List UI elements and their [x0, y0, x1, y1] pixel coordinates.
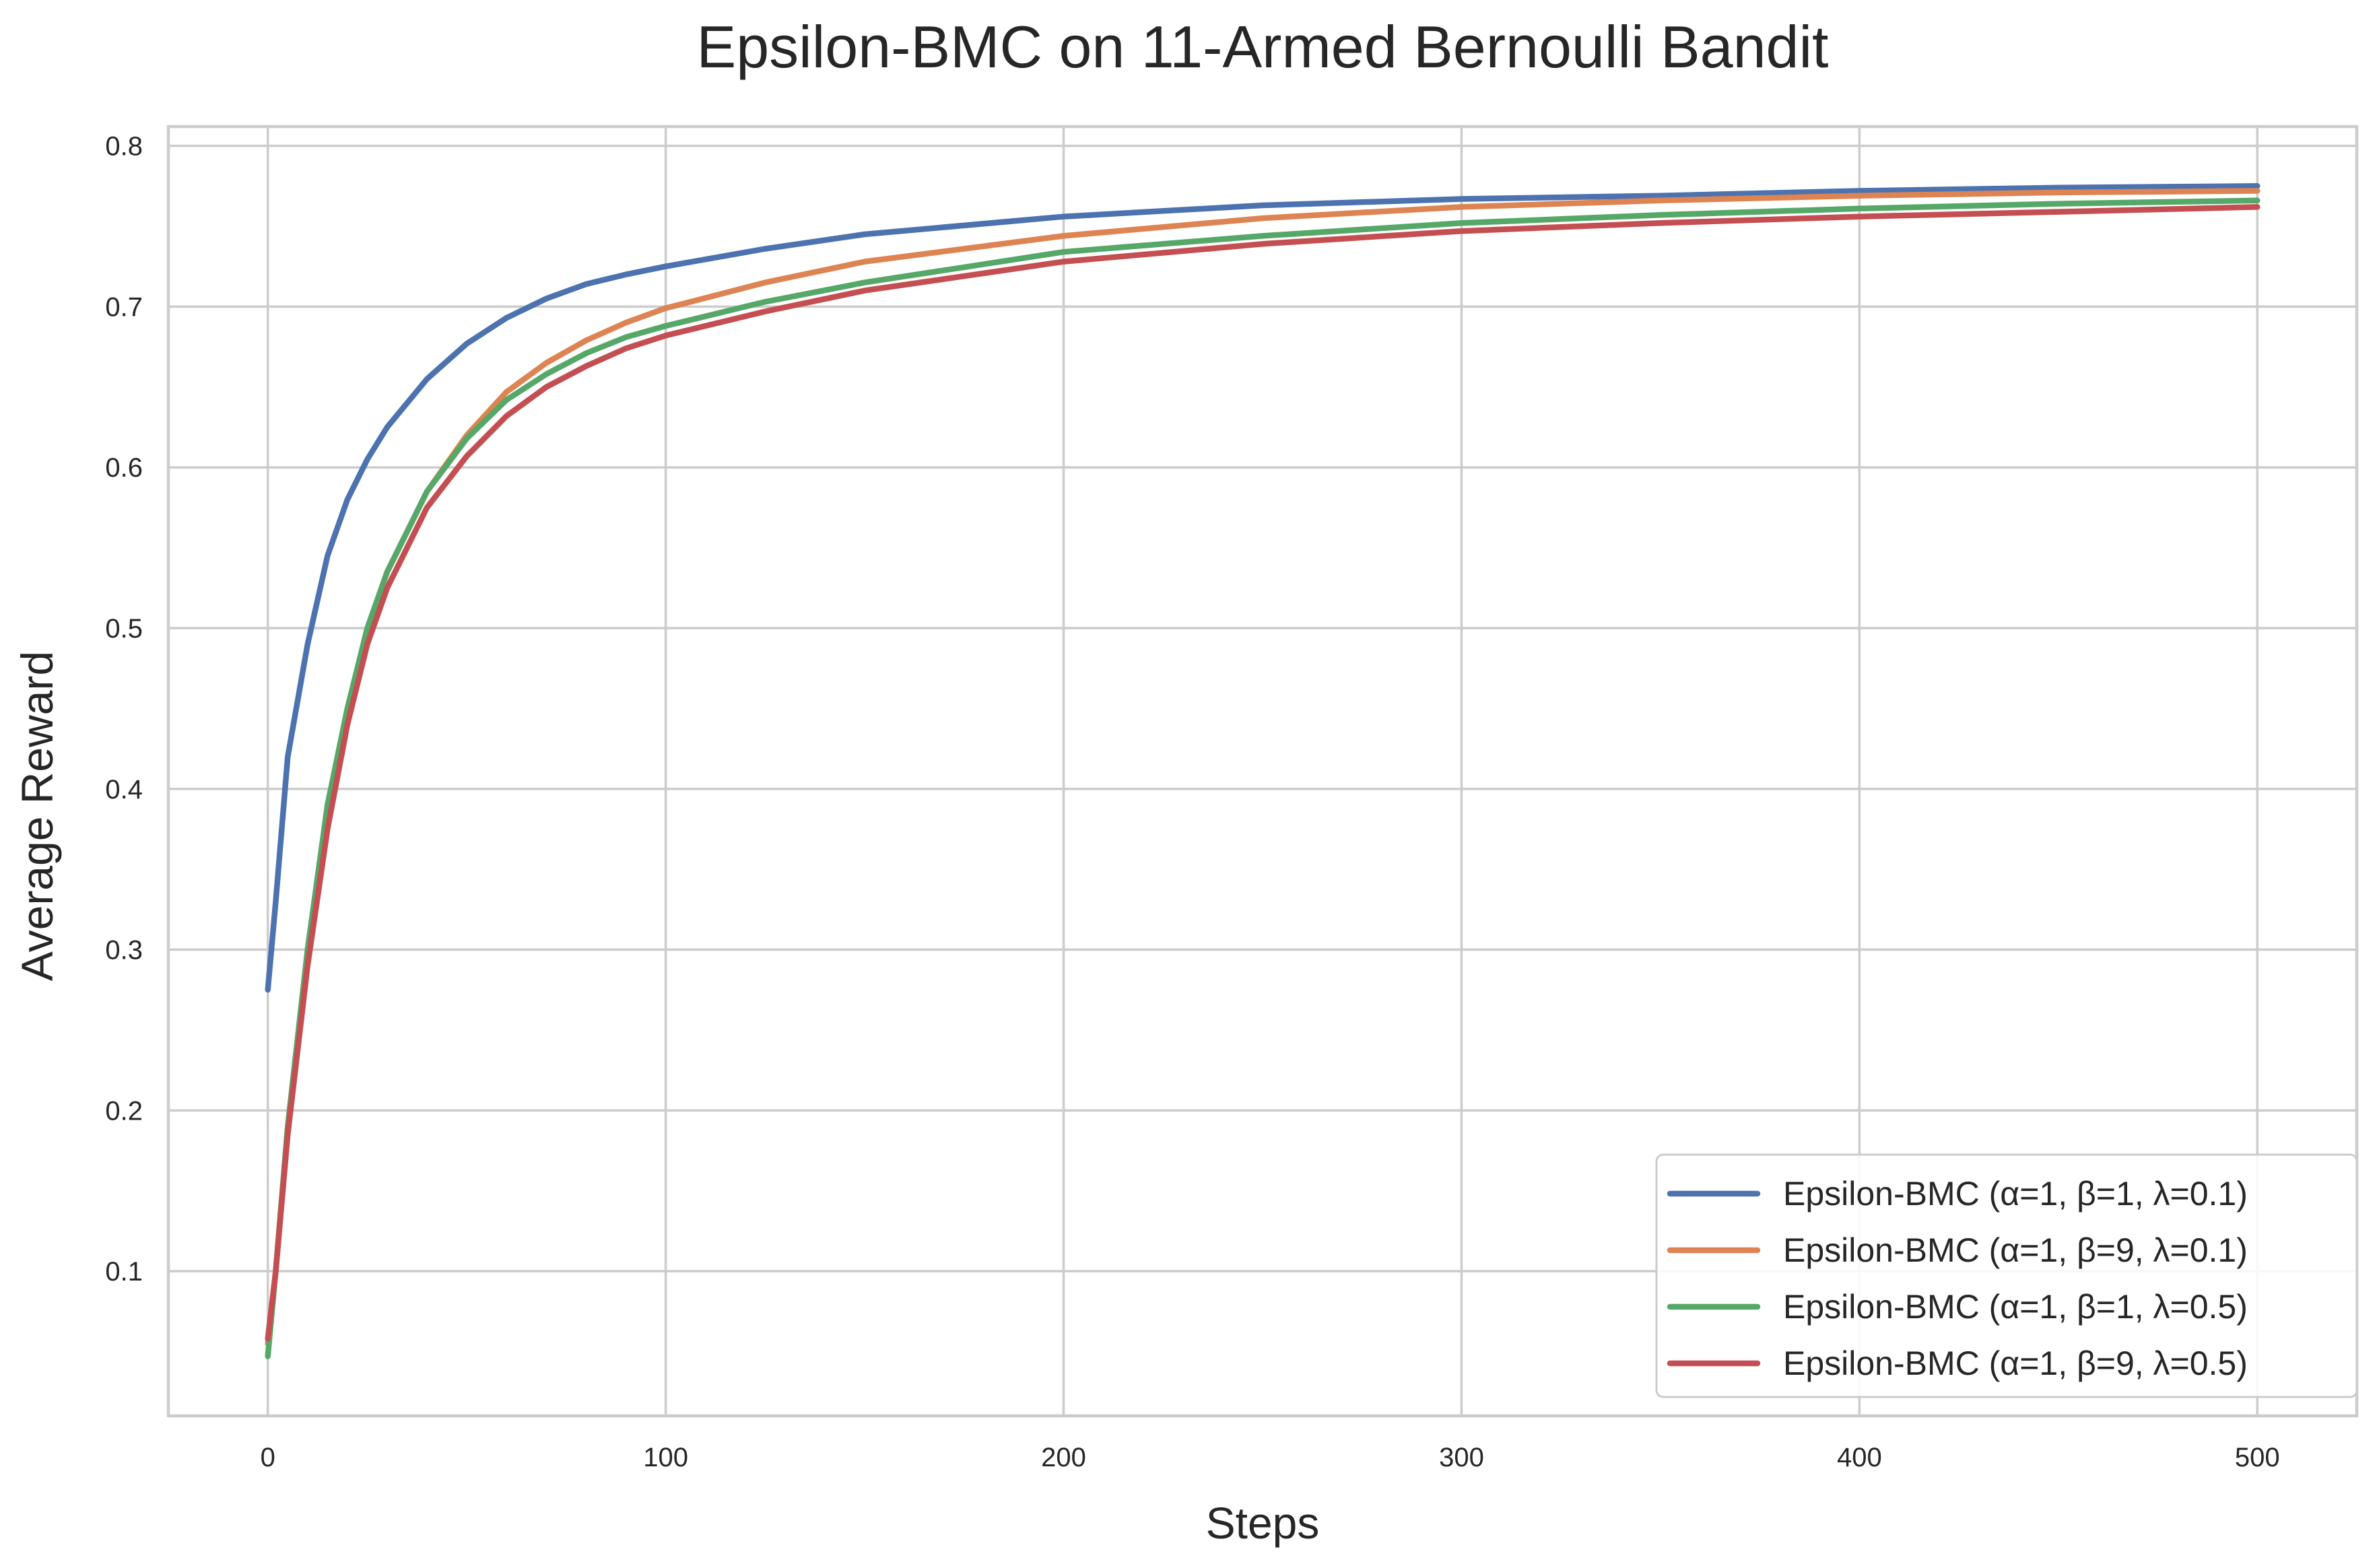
- legend-label: Epsilon-BMC (α=1, β=1, λ=0.1): [1783, 1175, 2248, 1213]
- y-tick-label: 0.5: [105, 614, 143, 644]
- y-axis-label: Average Reward: [12, 651, 62, 981]
- legend: Epsilon-BMC (α=1, β=1, λ=0.1) Epsilon-BMC…: [1655, 1153, 2358, 1398]
- x-tick-label: 100: [643, 1443, 688, 1472]
- x-axis-label: Steps: [1206, 1498, 1320, 1548]
- y-tick-label: 0.8: [105, 132, 143, 162]
- y-tick-label: 0.1: [105, 1257, 143, 1287]
- plot-area: [166, 125, 2359, 1418]
- y-tick-label: 0.3: [105, 936, 143, 965]
- legend-label: Epsilon-BMC (α=1, β=9, λ=0.5): [1783, 1344, 2248, 1382]
- chart-title: Epsilon-BMC on 11-Armed Bernoulli Bandit: [697, 13, 1829, 80]
- y-tick-label: 0.7: [105, 292, 143, 322]
- legend-label: Epsilon-BMC (α=1, β=1, λ=0.5): [1783, 1288, 2248, 1326]
- y-tick-label: 0.2: [105, 1096, 143, 1126]
- series-line-1: [265, 183, 2261, 993]
- legend-label: Epsilon-BMC (α=1, β=9, λ=0.1): [1783, 1231, 2248, 1269]
- series-line-3: [265, 197, 2261, 1359]
- x-tick-label: 300: [1439, 1443, 1484, 1472]
- legend-box: [1655, 1153, 2358, 1398]
- x-tick-label: 0: [261, 1443, 275, 1472]
- series-lines: [265, 183, 2261, 1359]
- x-tick-label: 200: [1041, 1443, 1086, 1472]
- tick-labels: 0 100 200 300 400 500 0.1 0.2 0.3 0.4 0.5 0.6 0.7 0.8: [105, 132, 2279, 1472]
- y-tick-label: 0.6: [105, 453, 143, 483]
- series-line-4: [265, 204, 2261, 1342]
- grid-lines: [168, 127, 2357, 1416]
- y-tick-label: 0.4: [105, 775, 143, 805]
- x-tick-label: 500: [2235, 1443, 2280, 1472]
- x-tick-label: 400: [1837, 1443, 1882, 1472]
